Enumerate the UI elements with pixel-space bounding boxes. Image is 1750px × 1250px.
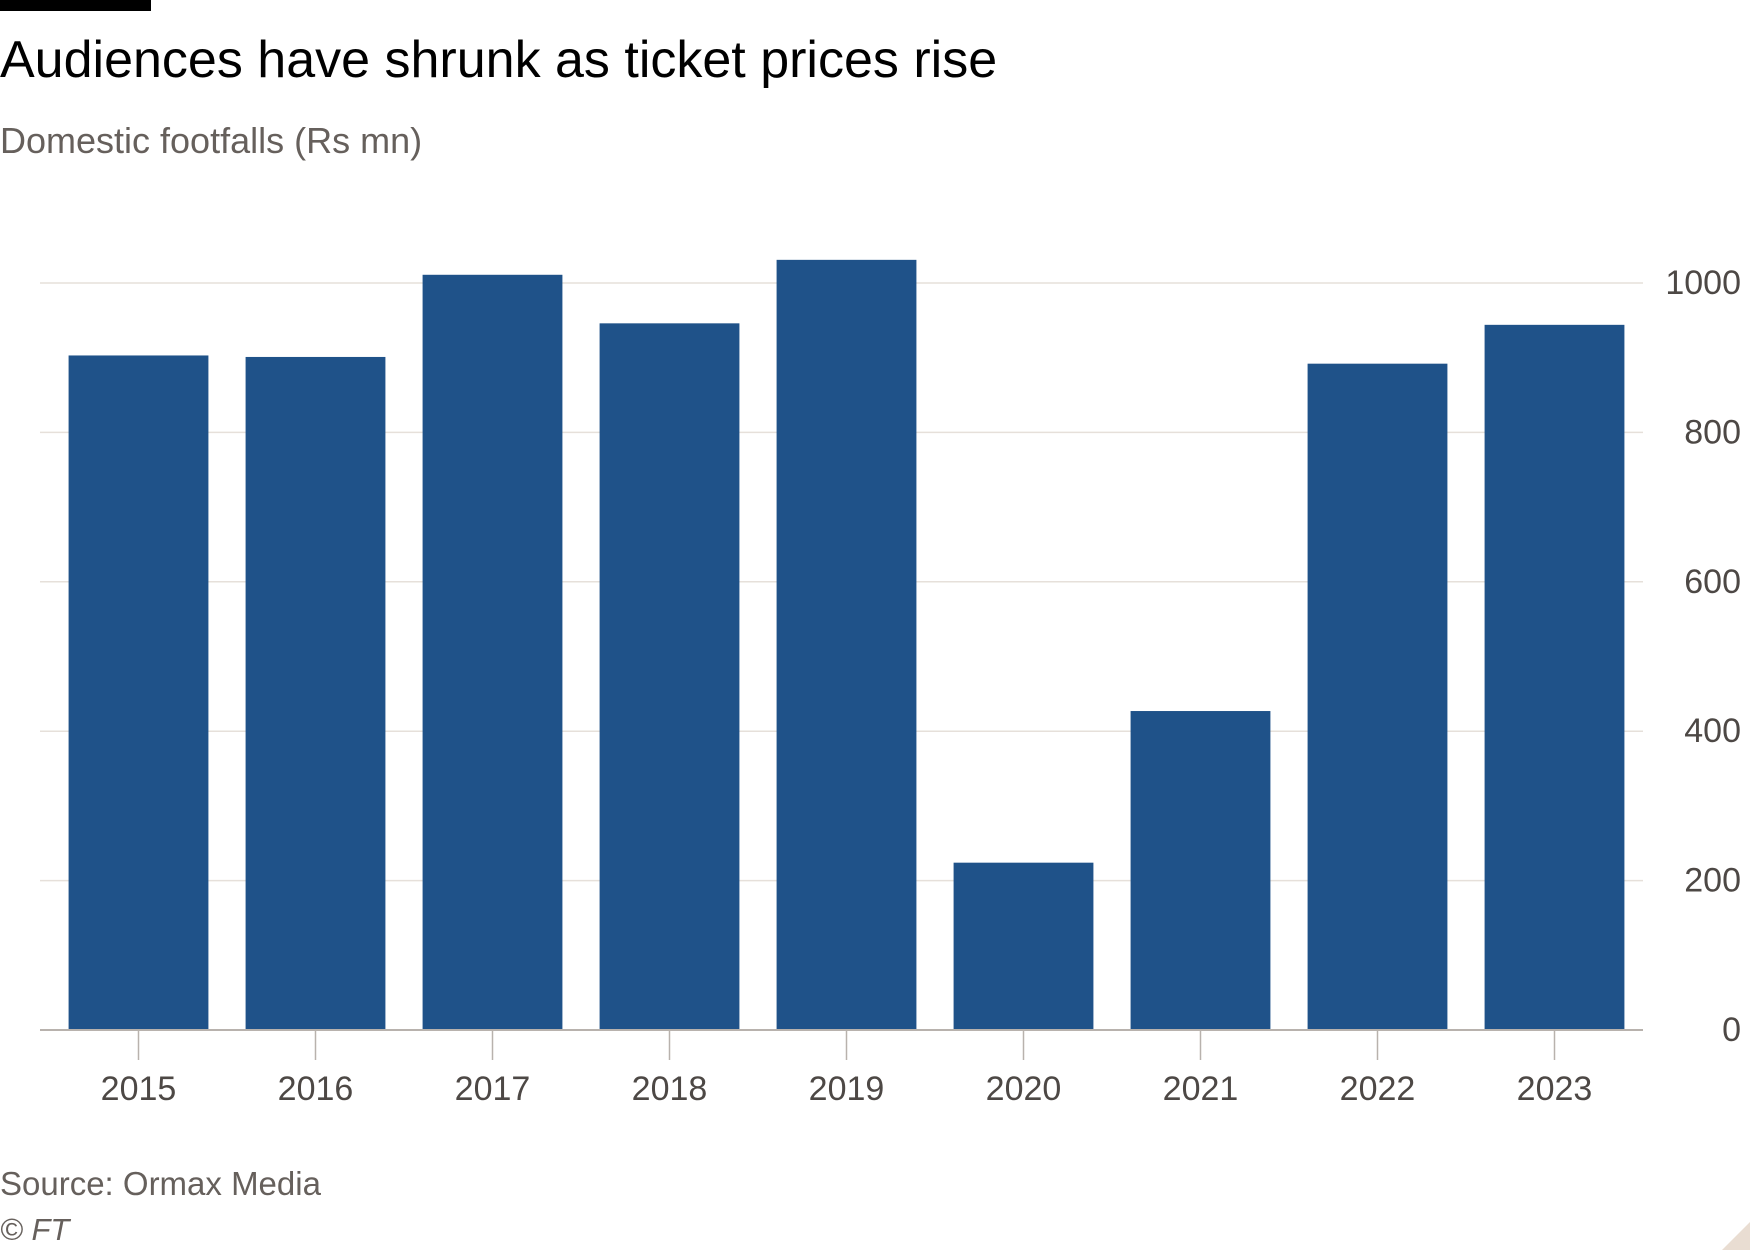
y-tick-label: 1000 <box>1665 264 1741 302</box>
y-tick-label: 0 <box>1722 1011 1741 1049</box>
bar <box>1130 711 1271 1030</box>
bar <box>68 355 209 1031</box>
bar <box>245 356 386 1030</box>
bar <box>422 274 563 1031</box>
x-tick-label: 2020 <box>986 1070 1062 1108</box>
bar <box>1484 324 1625 1030</box>
bar <box>599 323 740 1030</box>
y-tick-label: 400 <box>1684 712 1741 750</box>
x-tick-label: 2018 <box>632 1070 708 1108</box>
x-tick-label: 2023 <box>1517 1070 1593 1108</box>
y-tick-label: 600 <box>1684 563 1741 601</box>
bar <box>1307 363 1448 1030</box>
ft-credit: © FT <box>0 1212 70 1247</box>
ft-top-bar <box>0 0 151 11</box>
y-tick-label: 800 <box>1684 413 1741 451</box>
bar <box>776 259 917 1030</box>
corner-mark-icon <box>1722 1222 1750 1250</box>
x-tick-label: 2022 <box>1340 1070 1416 1108</box>
x-tick-label: 2019 <box>809 1070 885 1108</box>
source-note: Source: Ormax Media <box>0 1165 321 1202</box>
chart-title: Audiences have shrunk as ticket prices r… <box>0 31 998 89</box>
bar-chart: 0 200 400 600 800 1000 2015 2016 2017 2018 2019 202… <box>40 259 1741 1108</box>
x-tick-label: 2021 <box>1163 1070 1239 1108</box>
x-tick-label: 2015 <box>101 1070 177 1108</box>
bar <box>953 862 1094 1030</box>
y-tick-label: 200 <box>1684 862 1741 900</box>
chart-subtitle: Domestic footfalls (Rs mn) <box>0 120 423 161</box>
x-tick-label: 2017 <box>455 1070 531 1108</box>
x-tick-label: 2016 <box>278 1070 354 1108</box>
